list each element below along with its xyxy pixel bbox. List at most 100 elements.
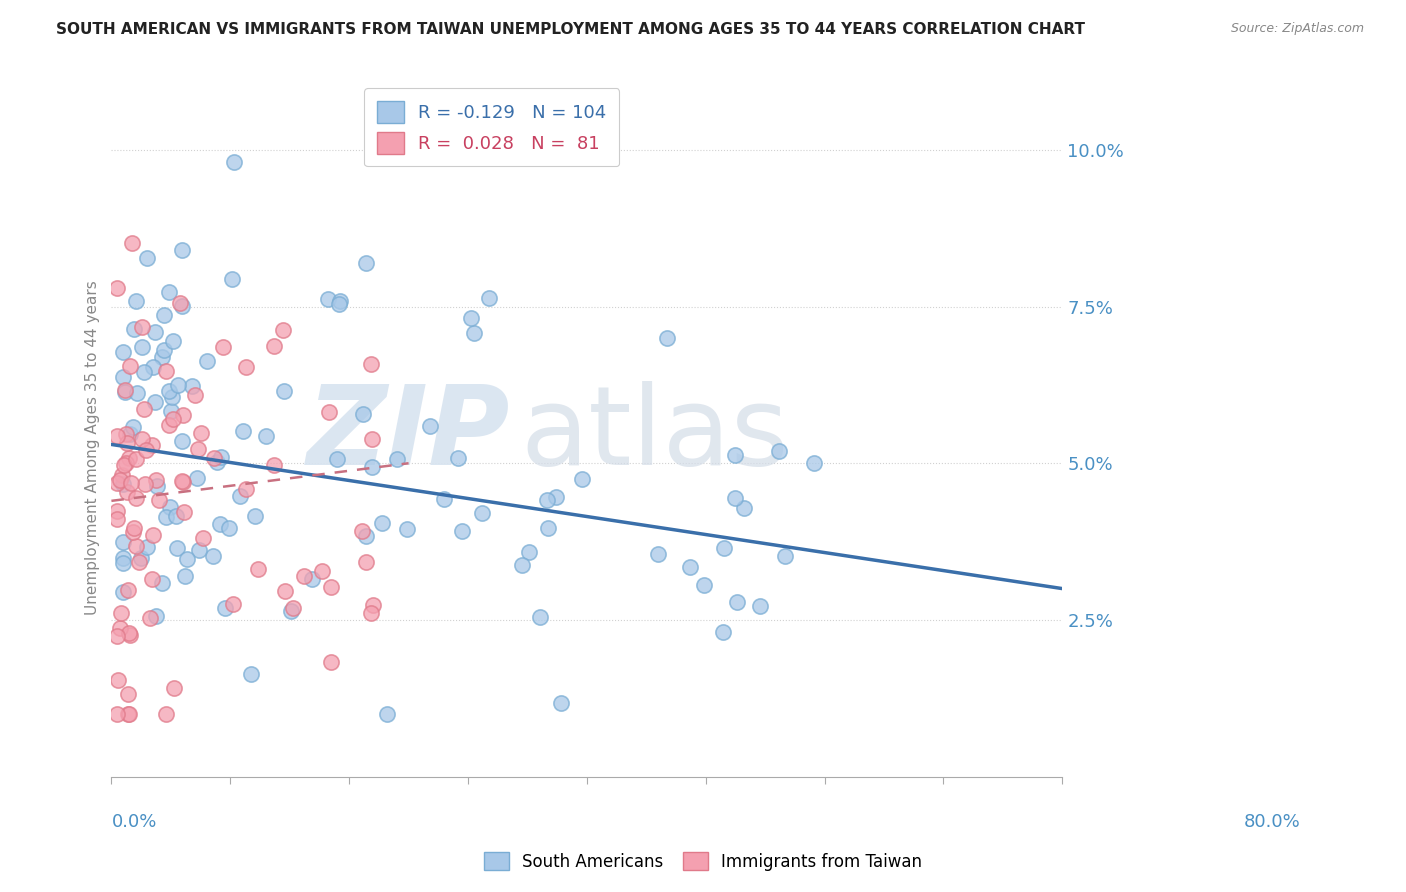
Point [375, 706, 398, 721]
Point [232, 424, 254, 438]
Point [112, 535, 135, 549]
Point [110, 621, 132, 635]
Point [361, 460, 384, 475]
Point [209, 450, 232, 464]
Point [263, 458, 285, 472]
Legend: South Americans, Immigrants from Taiwan: South Americans, Immigrants from Taiwan [475, 844, 931, 880]
Text: 0.0%: 0.0% [111, 813, 157, 830]
Point [478, 291, 501, 305]
Point [118, 451, 141, 466]
Point [121, 525, 143, 540]
Point [162, 412, 184, 426]
Point [125, 452, 148, 467]
Point [208, 517, 231, 532]
Point [274, 583, 297, 598]
Point [148, 492, 170, 507]
Y-axis label: Unemployment Among Ages 35 to 44 years: Unemployment Among Ages 35 to 44 years [86, 280, 100, 615]
Point [157, 384, 180, 398]
Point [145, 394, 167, 409]
Point [145, 473, 167, 487]
Point [141, 528, 163, 542]
Point [112, 556, 135, 570]
Point [170, 243, 193, 257]
Point [112, 370, 135, 384]
Point [128, 555, 150, 569]
Point [218, 520, 240, 534]
Point [115, 457, 138, 471]
Point [318, 405, 340, 419]
Point [463, 326, 485, 340]
Point [120, 475, 142, 490]
Point [202, 549, 225, 564]
Point [160, 403, 183, 417]
Point [112, 584, 135, 599]
Point [271, 323, 294, 337]
Point [153, 308, 176, 322]
Point [693, 577, 716, 591]
Point [360, 606, 382, 620]
Point [679, 559, 702, 574]
Point [294, 569, 316, 583]
Point [195, 353, 218, 368]
Point [172, 474, 194, 488]
Point [170, 299, 193, 313]
Legend: R = -0.129   N = 104, R =  0.028   N =  81: R = -0.129 N = 104, R = 0.028 N = 81 [364, 88, 619, 167]
Point [131, 432, 153, 446]
Point [176, 552, 198, 566]
Point [117, 687, 139, 701]
Point [172, 408, 194, 422]
Point [166, 378, 188, 392]
Point [221, 272, 243, 286]
Point [155, 509, 177, 524]
Point [328, 297, 350, 311]
Point [713, 541, 735, 555]
Point [111, 468, 134, 483]
Point [120, 359, 142, 373]
Text: ZIP: ZIP [308, 381, 510, 488]
Point [118, 706, 141, 721]
Point [112, 550, 135, 565]
Point [191, 531, 214, 545]
Point [460, 311, 482, 326]
Point [301, 572, 323, 586]
Point [352, 407, 374, 421]
Point [214, 601, 236, 615]
Point [117, 436, 139, 450]
Point [165, 508, 187, 523]
Text: atlas: atlas [520, 381, 789, 488]
Point [510, 558, 533, 572]
Point [544, 491, 567, 505]
Point [134, 402, 156, 417]
Point [139, 611, 162, 625]
Point [245, 508, 267, 523]
Point [775, 549, 797, 563]
Point [235, 360, 257, 375]
Point [174, 569, 197, 583]
Point [118, 628, 141, 642]
Point [247, 562, 270, 576]
Point [107, 673, 129, 687]
Point [150, 575, 173, 590]
Point [280, 604, 302, 618]
Point [768, 443, 790, 458]
Point [433, 491, 456, 506]
Point [725, 595, 748, 609]
Point [162, 334, 184, 348]
Point [125, 385, 148, 400]
Point [361, 598, 384, 612]
Point [350, 524, 373, 538]
Point [105, 629, 128, 643]
Point [115, 485, 138, 500]
Point [354, 529, 377, 543]
Point [169, 296, 191, 310]
Point [117, 583, 139, 598]
Point [239, 667, 262, 681]
Point [105, 706, 128, 721]
Point [135, 540, 157, 554]
Point [184, 388, 207, 402]
Point [385, 452, 408, 467]
Point [125, 293, 148, 308]
Point [321, 656, 343, 670]
Point [321, 580, 343, 594]
Point [141, 438, 163, 452]
